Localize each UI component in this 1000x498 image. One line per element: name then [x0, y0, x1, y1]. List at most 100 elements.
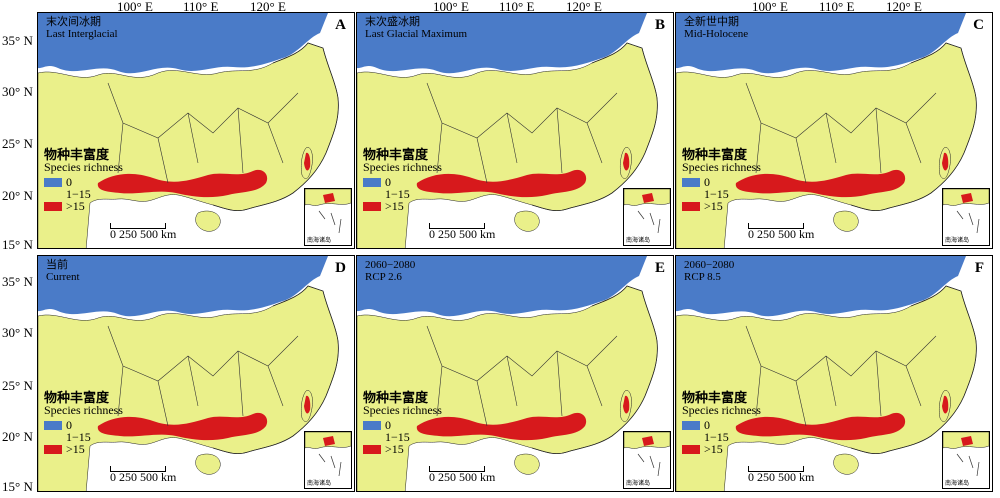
lon-label-100: 100° E: [117, 0, 153, 14]
legend-item-low: 1−15: [363, 430, 442, 443]
legend-label-high: >15: [66, 198, 85, 213]
scale-bar-label: 0 250 500 km: [748, 470, 815, 484]
legend-label-zero: 0: [704, 174, 710, 189]
south-china-sea-inset: 南海诸岛: [304, 431, 352, 489]
inset-label: 南海诸岛: [626, 237, 651, 244]
legend-item-0: 0: [44, 417, 123, 432]
panel-title-zh: 2060−2080: [684, 259, 735, 271]
legend-swatch-low: [682, 432, 700, 442]
panel-letter: F: [974, 260, 984, 276]
legend-item-low: 1−15: [363, 186, 442, 201]
legend-title-zh: 物种丰富度: [682, 390, 748, 405]
richness-map: [357, 13, 673, 248]
inset-map: [623, 188, 671, 234]
inset-label: 南海诸岛: [626, 480, 651, 487]
richness-map: [357, 256, 673, 491]
panel-letter: B: [654, 17, 665, 33]
legend-label-low: 1−15: [704, 186, 729, 201]
inset-map: [942, 431, 990, 477]
panel-letter: A: [335, 17, 346, 33]
lat-label-25: 25° N: [2, 378, 33, 393]
legend-label-high: >15: [66, 441, 85, 456]
lon-label-120: 120° E: [250, 0, 286, 14]
scale-bar: 0 250 500 km: [748, 466, 815, 485]
panel-title: 全新世中期 Mid-Holocene: [684, 16, 748, 40]
lat-label-20: 20° N: [2, 188, 33, 203]
legend-swatch-zero: [44, 420, 62, 430]
panel-letter: E: [654, 260, 665, 276]
scale-bar: 0 250 500 km: [429, 223, 495, 242]
legend-title-en: Species richness: [44, 403, 123, 417]
panel-title-en: Last Interglacial: [46, 28, 118, 40]
inset-map: [623, 431, 671, 477]
legend-title-en: Species richness: [682, 160, 761, 174]
scale-bar-line: [110, 223, 166, 229]
legend-title-zh: 物种丰富度: [44, 390, 110, 405]
panel-letter: D: [335, 260, 346, 276]
legend-label-low: 1−15: [66, 429, 91, 444]
legend-label-low: 1−15: [704, 429, 729, 444]
legend-title-en: Species richness: [44, 160, 123, 174]
legend-label-zero: 0: [66, 417, 72, 432]
legend-item-0: 0: [363, 418, 442, 431]
panel-title-en: RCP 2.6: [365, 271, 402, 283]
legend-item-high: >15: [363, 442, 442, 455]
lat-label-20: 20° N: [2, 429, 33, 444]
richness-map: [676, 13, 992, 248]
lat-label-25: 25° N: [2, 136, 33, 151]
legend-swatch-low: [44, 189, 62, 199]
inset-map: [942, 188, 990, 234]
scale-bar-line: [748, 466, 804, 472]
panel-title-en: Current: [46, 271, 80, 283]
legend-label-low: 1−15: [385, 186, 410, 201]
legend-item-0: 0: [363, 175, 442, 188]
panel-title-zh: 2060−2080: [365, 259, 416, 271]
inset-label: 南海诸岛: [945, 237, 970, 244]
legend-swatch-zero: [44, 177, 62, 187]
legend-item-0: 0: [682, 174, 761, 189]
map-panel-e: 2060−2080 RCP 2.6 E 物种丰富度 Species richne…: [356, 255, 674, 492]
legend-label-zero: 0: [704, 417, 710, 432]
legend: 物种丰富度 Species richness 0 1−15 >15: [682, 391, 761, 455]
lon-label-100: 100° E: [752, 0, 788, 14]
longitude-labels: 100° E 110° E 120° E 100° E 110° E 120° …: [0, 0, 1000, 17]
legend-swatch-zero: [363, 420, 381, 430]
panel-title-en: Mid-Holocene: [684, 28, 749, 40]
richness-map: [38, 256, 354, 491]
scale-bar-line: [110, 466, 166, 472]
lon-label-110: 110° E: [183, 0, 219, 14]
panel-title: 当前 Current: [46, 259, 80, 283]
lon-label-110: 110° E: [819, 0, 855, 14]
legend-swatch-high: [682, 201, 700, 211]
legend-swatch-low: [44, 432, 62, 442]
scale-bar: 0 250 500 km: [429, 466, 495, 485]
panel-title-zh: 末次盛冰期: [365, 16, 420, 28]
south-china-sea-inset: 南海诸岛: [942, 188, 990, 246]
lat-label-15: 15° N: [2, 479, 33, 494]
legend-item-low: 1−15: [682, 186, 761, 201]
legend: 物种丰富度 Species richness 0 1−15 >15: [44, 391, 123, 455]
legend-title-zh: 物种丰富度: [44, 147, 110, 162]
panel-title: 末次间冰期 Last Interglacial: [46, 16, 118, 40]
panel-title-zh: 全新世中期: [684, 16, 739, 28]
legend-label-high: >15: [704, 441, 723, 456]
legend-swatch-high: [363, 444, 381, 454]
legend-swatch-low: [682, 189, 700, 199]
panel-title: 末次盛冰期 Last Glacial Maximum: [365, 16, 467, 40]
legend-label-high: >15: [704, 198, 723, 213]
legend-swatch-high: [363, 201, 381, 211]
lon-label-120: 120° E: [566, 0, 602, 14]
legend-label-low: 1−15: [66, 186, 91, 201]
panel-title-zh: 当前: [46, 259, 68, 271]
panel-title: 2060−2080 RCP 8.5: [684, 259, 734, 283]
legend: 物种丰富度 Species richness 0 1−15 >15: [682, 148, 761, 212]
legend-item-low: 1−15: [44, 429, 123, 444]
legend-title-zh: 物种丰富度: [363, 147, 429, 162]
legend: 物种丰富度 Species richness 0 1−15 >15: [44, 148, 123, 212]
legend-swatch-high: [682, 444, 700, 454]
map-panel-a: 末次间冰期 Last Interglacial A 物种丰富度 Species …: [37, 12, 355, 249]
panel-letter: C: [973, 17, 984, 33]
scale-bar-label: 0 250 500 km: [110, 227, 177, 241]
legend-item-low: 1−15: [44, 186, 123, 201]
lon-label-100: 100° E: [433, 0, 469, 14]
